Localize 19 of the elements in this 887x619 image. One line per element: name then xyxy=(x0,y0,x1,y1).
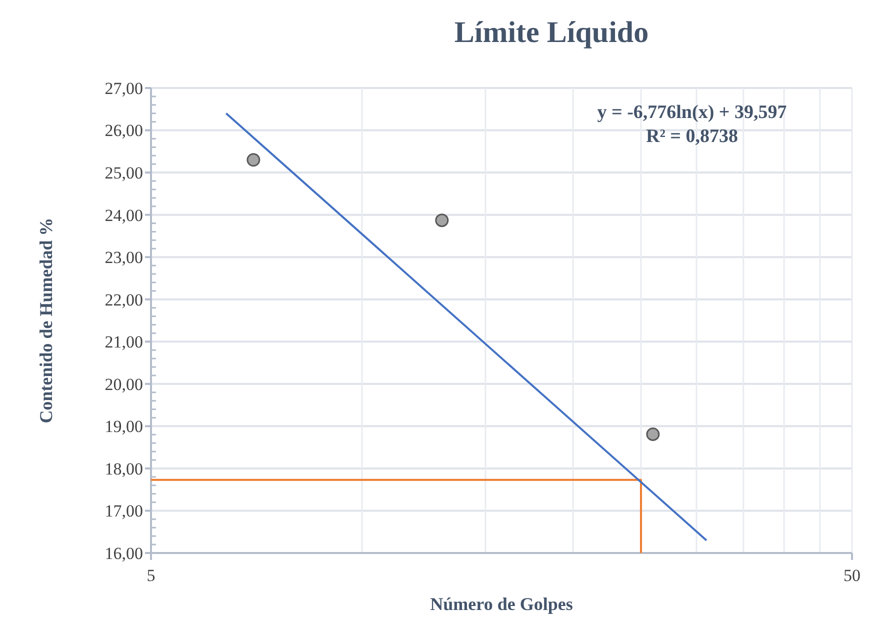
y-tick-label: 22,00 xyxy=(104,290,143,310)
annotation: y = -6,776ln(x) + 39,597 xyxy=(597,102,788,123)
x-tick-label: 50 xyxy=(844,566,860,585)
x-tick-label: 5 xyxy=(146,566,156,585)
y-tick-label: 21,00 xyxy=(104,332,143,352)
x-axis-title: Número de Golpes xyxy=(430,594,573,614)
chart-title: Límite Líquido xyxy=(454,16,649,49)
annotation: R² = 0,8738 xyxy=(646,126,738,147)
y-axis-title: Contenido de Humedad % xyxy=(36,218,56,424)
y-tick-label: 25,00 xyxy=(104,163,143,182)
y-tick-label: 16,00 xyxy=(104,544,143,563)
y-tick-label: 27,00 xyxy=(104,78,143,98)
y-tick-label: 19,00 xyxy=(104,417,143,436)
y-tick-label: 20,00 xyxy=(104,374,143,394)
y-tick-label: 24,00 xyxy=(104,206,143,225)
y-tick-label: 18,00 xyxy=(104,459,143,478)
y-tick-label: 17,00 xyxy=(104,502,143,521)
y-tick-label: 23,00 xyxy=(104,248,143,268)
y-tick-label: 26,00 xyxy=(104,121,143,140)
